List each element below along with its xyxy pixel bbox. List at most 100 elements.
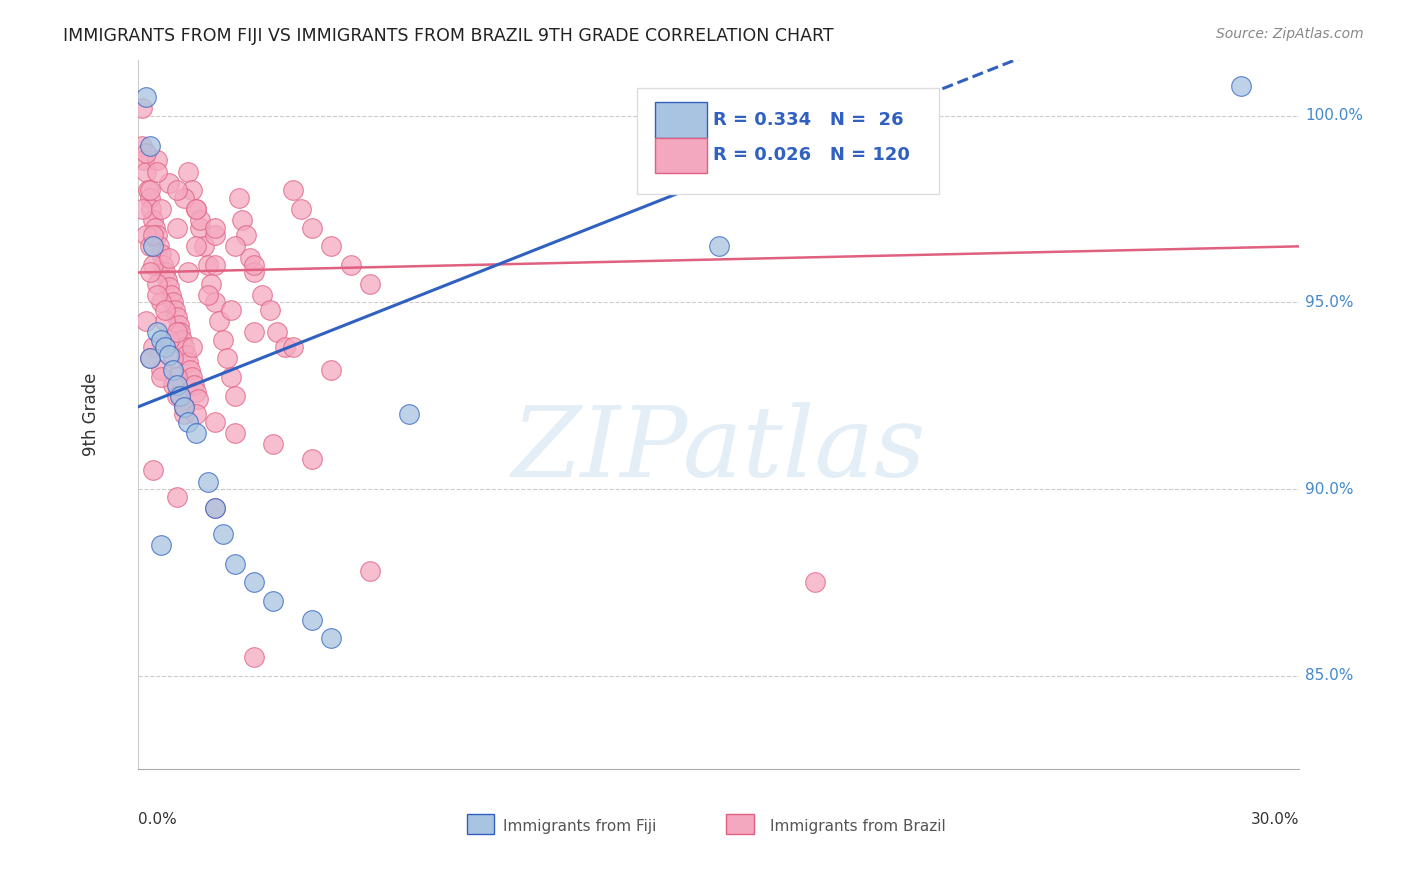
- Point: [184, 239, 207, 253]
- Point: [173, 400, 195, 414]
- Point: [173, 340, 195, 354]
- Point: [266, 325, 288, 339]
- Point: [1230, 78, 1253, 93]
- Point: [301, 613, 323, 627]
- Point: [146, 277, 169, 291]
- Point: [150, 202, 173, 216]
- Point: [131, 101, 153, 115]
- Point: [239, 251, 262, 265]
- Point: [197, 258, 219, 272]
- Point: [135, 228, 157, 243]
- Text: 95.0%: 95.0%: [1305, 295, 1354, 310]
- Point: [166, 310, 188, 325]
- FancyBboxPatch shape: [467, 814, 495, 835]
- Point: [290, 202, 312, 216]
- Point: [143, 220, 166, 235]
- Point: [132, 153, 155, 168]
- Point: [142, 239, 165, 253]
- Point: [162, 351, 184, 366]
- Point: [301, 452, 323, 467]
- Point: [181, 183, 204, 197]
- Point: [169, 389, 191, 403]
- Point: [157, 333, 180, 347]
- Point: [219, 302, 242, 317]
- Point: [188, 220, 211, 235]
- Point: [150, 247, 173, 261]
- Point: [181, 340, 204, 354]
- Point: [153, 265, 176, 279]
- Text: R = 0.334   N =  26: R = 0.334 N = 26: [713, 111, 904, 129]
- Point: [166, 389, 188, 403]
- Point: [184, 408, 207, 422]
- Text: IMMIGRANTS FROM FIJI VS IMMIGRANTS FROM BRAZIL 9TH GRADE CORRELATION CHART: IMMIGRANTS FROM FIJI VS IMMIGRANTS FROM …: [63, 27, 834, 45]
- FancyBboxPatch shape: [637, 88, 939, 194]
- Point: [156, 273, 179, 287]
- Point: [204, 415, 226, 429]
- Point: [150, 538, 173, 552]
- Point: [183, 377, 205, 392]
- Point: [281, 183, 304, 197]
- Point: [179, 362, 201, 376]
- Point: [138, 351, 160, 366]
- Point: [212, 333, 235, 347]
- Point: [153, 340, 176, 354]
- Point: [243, 325, 266, 339]
- Point: [274, 340, 297, 354]
- Point: [212, 527, 235, 541]
- Point: [167, 318, 190, 332]
- Point: [146, 325, 169, 339]
- Point: [142, 340, 165, 354]
- Text: 90.0%: 90.0%: [1305, 482, 1354, 497]
- Point: [135, 164, 157, 178]
- Point: [197, 475, 219, 489]
- Point: [231, 213, 253, 227]
- Text: 9th Grade: 9th Grade: [83, 373, 100, 456]
- Point: [135, 145, 157, 160]
- Point: [250, 288, 273, 302]
- Point: [184, 426, 207, 441]
- Point: [224, 426, 246, 441]
- Point: [184, 384, 207, 399]
- Point: [259, 302, 281, 317]
- Point: [150, 362, 173, 376]
- Point: [177, 415, 200, 429]
- Point: [707, 239, 730, 253]
- Text: R = 0.026   N = 120: R = 0.026 N = 120: [713, 146, 910, 164]
- Point: [224, 557, 246, 571]
- Point: [188, 213, 211, 227]
- Point: [162, 295, 184, 310]
- Text: 0.0%: 0.0%: [138, 812, 177, 827]
- Point: [138, 239, 160, 253]
- Point: [243, 265, 266, 279]
- Point: [146, 228, 169, 243]
- Point: [173, 191, 195, 205]
- Text: 30.0%: 30.0%: [1251, 812, 1299, 827]
- Point: [138, 265, 160, 279]
- Point: [204, 500, 226, 515]
- Point: [162, 362, 184, 376]
- Text: 85.0%: 85.0%: [1305, 668, 1354, 683]
- Point: [262, 437, 284, 451]
- Text: Source: ZipAtlas.com: Source: ZipAtlas.com: [1216, 27, 1364, 41]
- Point: [131, 138, 153, 153]
- Point: [301, 220, 323, 235]
- Point: [159, 288, 181, 302]
- Point: [150, 370, 173, 384]
- Point: [204, 228, 226, 243]
- Point: [142, 258, 165, 272]
- Point: [281, 340, 304, 354]
- Point: [173, 400, 195, 414]
- Point: [204, 258, 226, 272]
- Point: [193, 239, 215, 253]
- Point: [224, 389, 246, 403]
- Point: [359, 564, 381, 578]
- Point: [166, 183, 188, 197]
- Point: [157, 176, 180, 190]
- Point: [184, 202, 207, 216]
- Point: [142, 463, 165, 477]
- Point: [166, 220, 188, 235]
- Point: [177, 164, 200, 178]
- Point: [197, 288, 219, 302]
- Point: [262, 594, 284, 608]
- Point: [204, 500, 226, 515]
